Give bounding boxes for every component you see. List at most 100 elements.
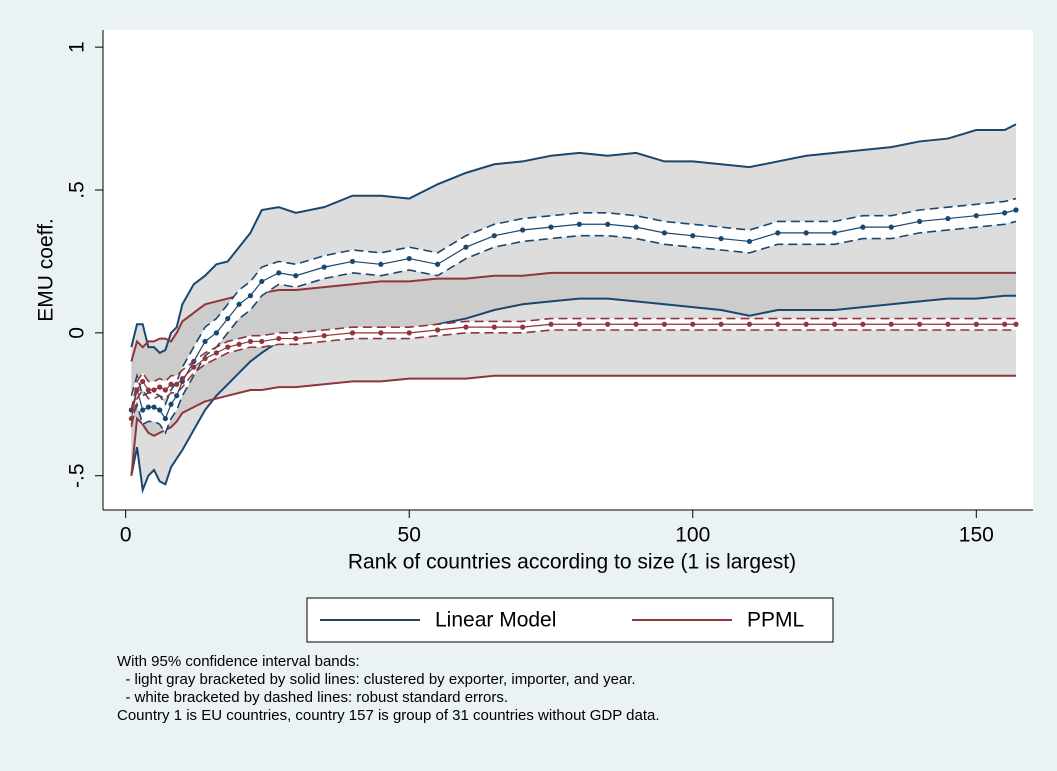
- estimate-point: [276, 335, 282, 342]
- estimate-point: [888, 321, 894, 327]
- estimate-point: [661, 321, 668, 327]
- estimate-point: [633, 321, 639, 327]
- estimate-point: [247, 338, 254, 345]
- estimate-point: [491, 324, 497, 330]
- estimate-point: [225, 315, 231, 322]
- estimate-point: [661, 230, 668, 236]
- estimate-point: [746, 238, 753, 245]
- cluster-upper: [130, 271, 1016, 362]
- estimate-point: [293, 335, 299, 342]
- estimate-point: [1002, 210, 1008, 216]
- estimate-point: [463, 244, 469, 250]
- estimate-point: [259, 278, 265, 285]
- estimate-point: [945, 321, 951, 327]
- estimate-point: [151, 404, 157, 410]
- estimate-point: [213, 330, 220, 336]
- estimate-point: [151, 387, 157, 393]
- robust-lower: [130, 220, 1017, 435]
- estimate-point: [378, 261, 384, 267]
- estimate-point: [746, 321, 753, 327]
- estimate-point: [916, 321, 923, 327]
- estimate-point: [888, 224, 894, 230]
- estimate-point: [321, 333, 327, 339]
- x-axis-title: Rank of countries according to size (1 i…: [348, 551, 796, 574]
- cluster-band: [131, 124, 1016, 491]
- estimate-point: [140, 407, 146, 413]
- estimate-point: [1002, 321, 1008, 327]
- estimate-point: [378, 330, 384, 336]
- estimate-point: [293, 273, 299, 279]
- estimate-point: [860, 224, 866, 230]
- x-tick-label: 50: [398, 524, 421, 547]
- estimate-point: [491, 233, 497, 239]
- robust-lower: [130, 329, 1016, 428]
- y-axis-title: EMU coeff.: [35, 218, 58, 321]
- estimate-point: [162, 387, 168, 393]
- estimate-point: [321, 264, 327, 270]
- legend-items: Linear Model PPML: [320, 609, 804, 632]
- estimate-point: [179, 375, 185, 382]
- estimate-point: [605, 321, 611, 327]
- estimate-point: [259, 338, 265, 345]
- robust-upper: [130, 197, 1017, 407]
- estimate-point: [134, 387, 140, 393]
- estimate-point: [140, 378, 146, 385]
- cluster-lower: [130, 374, 1016, 476]
- legend-label: PPML: [747, 609, 804, 632]
- estimate-point: [236, 301, 242, 307]
- cluster-upper: [130, 123, 1017, 355]
- estimate-point: [718, 321, 724, 327]
- estimate-point: [202, 355, 208, 362]
- estimate-point: [162, 415, 168, 422]
- y-tick-label: 1: [66, 41, 89, 53]
- estimate-point: [775, 230, 781, 236]
- estimate-point: [1013, 321, 1019, 327]
- note-line: With 95% confidence interval bands:: [117, 653, 360, 670]
- notes: With 95% confidence interval bands: - li…: [117, 653, 660, 724]
- estimate-point: [973, 321, 979, 327]
- estimate-point: [945, 215, 951, 222]
- estimate-point: [803, 321, 809, 327]
- estimate-point: [213, 350, 220, 356]
- estimate-point: [225, 344, 231, 350]
- y-tick-label: .5: [66, 181, 89, 199]
- x-tick-label: 100: [675, 524, 710, 547]
- estimate-point: [775, 321, 781, 327]
- estimate-point: [548, 224, 554, 230]
- estimate-point: [168, 401, 174, 407]
- estimate-point: [973, 213, 979, 219]
- estimate-point: [831, 321, 838, 327]
- estimate-point: [434, 261, 441, 267]
- estimate-point: [690, 233, 696, 239]
- estimate-point: [349, 258, 356, 265]
- robust-band: [131, 318, 1016, 428]
- legend-label: Linear Model: [435, 609, 556, 632]
- estimate-point: [157, 407, 163, 413]
- estimate-point: [247, 293, 254, 299]
- estimate-point: [349, 330, 356, 336]
- estimate-point: [276, 270, 282, 276]
- estimate-point: [145, 387, 151, 393]
- y-tick-label: 0: [66, 327, 89, 339]
- estimate-point: [191, 364, 197, 370]
- estimate-point: [128, 415, 134, 422]
- estimate-point: [548, 321, 554, 327]
- estimate-point: [1013, 207, 1019, 213]
- estimate-point: [174, 381, 180, 387]
- estimate-point: [145, 404, 151, 410]
- estimate-point: [520, 227, 526, 233]
- note-line: Country 1 is EU countries, country 157 i…: [117, 707, 660, 724]
- estimate-point: [718, 235, 724, 242]
- robust-upper: [130, 317, 1016, 411]
- y-tick-label: -.5: [66, 463, 89, 488]
- estimate-point: [690, 321, 696, 327]
- estimate-point: [576, 221, 582, 227]
- estimate-point: [520, 324, 526, 330]
- estimate-point: [406, 255, 412, 262]
- estimate-point: [174, 393, 180, 399]
- estimate-point: [831, 230, 838, 236]
- robust-band: [131, 198, 1016, 433]
- estimate-point: [168, 381, 174, 387]
- estimate-point: [236, 341, 242, 347]
